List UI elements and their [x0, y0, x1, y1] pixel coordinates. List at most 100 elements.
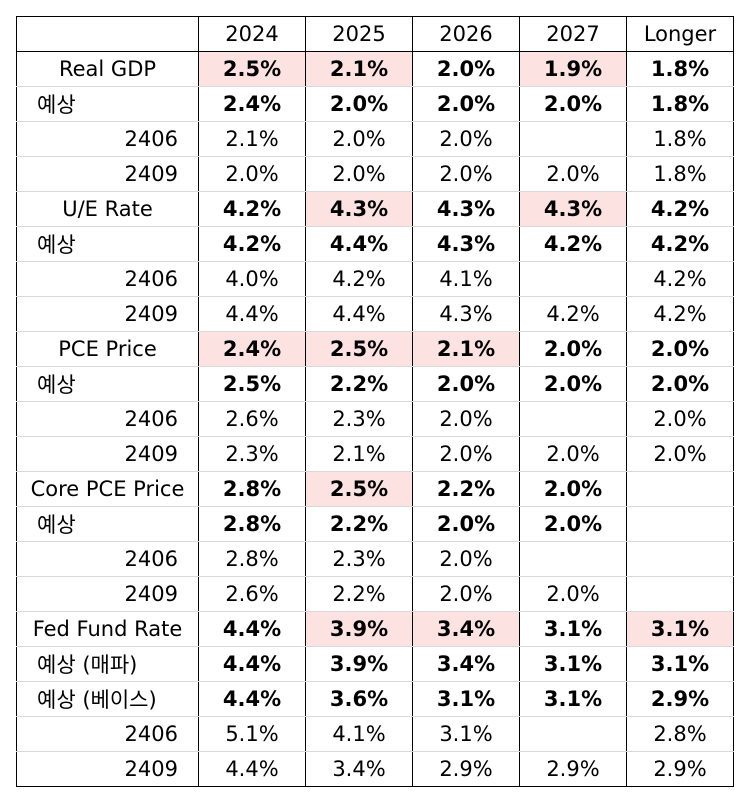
- value-cell: [626, 576, 734, 612]
- header-year-cell: Longer: [626, 16, 734, 52]
- row-label: Real GDP: [16, 51, 199, 87]
- value-cell: 2.0%: [626, 401, 734, 437]
- row-label: 예상 (베이스): [16, 681, 199, 717]
- value-cell: 2.6%: [198, 401, 306, 437]
- row-label: 예상: [16, 366, 199, 402]
- value-cell: 2.2%: [305, 366, 413, 402]
- highlighted-value-cell: 4.3%: [519, 191, 627, 227]
- row-label: 2409: [16, 296, 199, 332]
- table-row: Fed Fund Rate 4.4% 3.9% 3.4% 3.1% 3.1%: [16, 611, 734, 647]
- value-cell: 3.1%: [412, 716, 520, 752]
- value-cell: 3.1%: [519, 611, 627, 647]
- row-label: 예상 (매파): [16, 646, 199, 682]
- value-cell: 2.8%: [198, 506, 306, 542]
- value-cell: 2.0%: [519, 366, 627, 402]
- row-label: 2406: [16, 401, 199, 437]
- table-row: 2406 2.6% 2.3% 2.0% 2.0%: [16, 401, 734, 437]
- row-label: 2409: [16, 576, 199, 612]
- value-cell: 2.2%: [305, 506, 413, 542]
- value-cell: 3.1%: [519, 681, 627, 717]
- value-cell: 4.2%: [519, 226, 627, 262]
- table-row: 2406 5.1% 4.1% 3.1% 2.8%: [16, 716, 734, 752]
- value-cell: 2.0%: [412, 86, 520, 122]
- value-cell: 4.3%: [412, 296, 520, 332]
- value-cell: 2.0%: [198, 156, 306, 192]
- row-label: Fed Fund Rate: [16, 611, 199, 647]
- highlighted-value-cell: 2.5%: [305, 471, 413, 507]
- value-cell: 2.0%: [519, 86, 627, 122]
- projections-table: 2024 2025 2026 2027 Longer Real GDP 2.5% 2.1% 2.…: [16, 16, 734, 787]
- value-cell: 4.2%: [198, 191, 306, 227]
- row-label: 예상: [16, 506, 199, 542]
- row-label: 2409: [16, 751, 199, 787]
- value-cell: [519, 121, 627, 157]
- value-cell: [519, 261, 627, 297]
- value-cell: 2.0%: [519, 436, 627, 472]
- value-cell: 3.6%: [305, 681, 413, 717]
- value-cell: 4.3%: [412, 191, 520, 227]
- value-cell: 2.0%: [305, 121, 413, 157]
- value-cell: 2.9%: [412, 751, 520, 787]
- value-cell: 2.0%: [626, 436, 734, 472]
- value-cell: 2.9%: [519, 751, 627, 787]
- value-cell: 3.9%: [305, 646, 413, 682]
- header-year-cell: 2025: [305, 16, 413, 52]
- value-cell: 5.1%: [198, 716, 306, 752]
- value-cell: 2.0%: [412, 51, 520, 87]
- value-cell: [626, 541, 734, 577]
- value-cell: 2.3%: [198, 436, 306, 472]
- highlighted-value-cell: 2.5%: [305, 331, 413, 367]
- value-cell: 4.4%: [198, 296, 306, 332]
- highlighted-value-cell: 2.5%: [198, 51, 306, 87]
- table-row: Real GDP 2.5% 2.1% 2.0% 1.9% 1.8%: [16, 51, 734, 87]
- value-cell: 3.1%: [519, 646, 627, 682]
- value-cell: 2.0%: [519, 331, 627, 367]
- highlighted-value-cell: 2.1%: [305, 51, 413, 87]
- value-cell: 2.0%: [626, 366, 734, 402]
- value-cell: [626, 471, 734, 507]
- value-cell: 2.1%: [198, 121, 306, 157]
- table-row: 2406 2.8% 2.3% 2.0%: [16, 541, 734, 577]
- value-cell: 2.8%: [626, 716, 734, 752]
- value-cell: [626, 506, 734, 542]
- row-label: 2406: [16, 716, 199, 752]
- value-cell: 2.1%: [305, 436, 413, 472]
- table-row: Core PCE Price 2.8% 2.5% 2.2% 2.0%: [16, 471, 734, 507]
- value-cell: 3.1%: [412, 681, 520, 717]
- row-label: 2409: [16, 436, 199, 472]
- header-row: 2024 2025 2026 2027 Longer: [16, 16, 734, 52]
- value-cell: 4.2%: [626, 296, 734, 332]
- row-label: 2409: [16, 156, 199, 192]
- table-row: PCE Price 2.4% 2.5% 2.1% 2.0% 2.0%: [16, 331, 734, 367]
- header-year-cell: 2027: [519, 16, 627, 52]
- value-cell: 2.3%: [305, 401, 413, 437]
- value-cell: 4.2%: [198, 226, 306, 262]
- header-year-cell: 2026: [412, 16, 520, 52]
- value-cell: 1.8%: [626, 156, 734, 192]
- value-cell: 3.4%: [305, 751, 413, 787]
- row-label: 2406: [16, 541, 199, 577]
- value-cell: 2.5%: [198, 366, 306, 402]
- value-cell: 4.4%: [198, 751, 306, 787]
- value-cell: 4.3%: [412, 226, 520, 262]
- value-cell: 4.4%: [198, 681, 306, 717]
- row-label: 예상: [16, 86, 199, 122]
- table-row: 2406 4.0% 4.2% 4.1% 4.2%: [16, 261, 734, 297]
- table-body: 2024 2025 2026 2027 Longer Real GDP 2.5% 2.1% 2.…: [16, 16, 734, 787]
- row-label: Core PCE Price: [16, 471, 199, 507]
- table-row: U/E Rate 4.2% 4.3% 4.3% 4.3% 4.2%: [16, 191, 734, 227]
- table-row: 2406 2.1% 2.0% 2.0% 1.8%: [16, 121, 734, 157]
- value-cell: 2.9%: [626, 681, 734, 717]
- highlighted-value-cell: 4.3%: [305, 191, 413, 227]
- value-cell: 2.2%: [305, 576, 413, 612]
- table-row: 2409 2.3% 2.1% 2.0% 2.0% 2.0%: [16, 436, 734, 472]
- header-corner-cell: [16, 16, 199, 52]
- value-cell: 4.2%: [519, 296, 627, 332]
- table-row: 예상 2.8% 2.2% 2.0% 2.0%: [16, 506, 734, 542]
- value-cell: 2.0%: [412, 541, 520, 577]
- row-label: 2406: [16, 261, 199, 297]
- table-row: 예상 (매파) 4.4% 3.9% 3.4% 3.1% 3.1%: [16, 646, 734, 682]
- value-cell: 2.0%: [519, 576, 627, 612]
- header-year-cell: 2024: [198, 16, 306, 52]
- value-cell: 4.2%: [626, 226, 734, 262]
